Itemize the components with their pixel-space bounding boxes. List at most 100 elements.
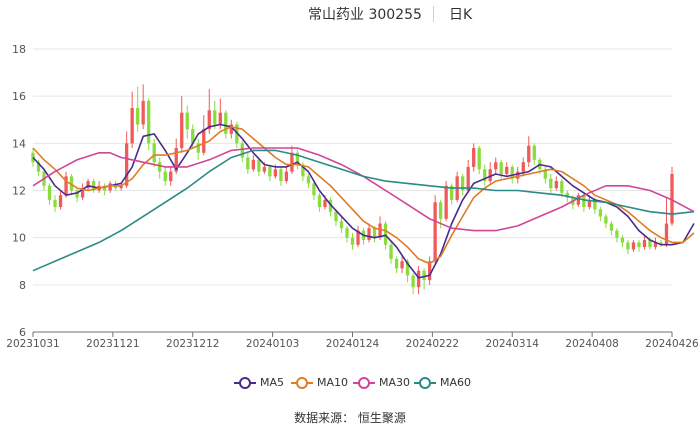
candle-body — [565, 192, 569, 198]
candle-body — [477, 148, 481, 170]
x-tick-label: 20240314 — [486, 338, 540, 350]
legend-marker-ma5 — [234, 376, 256, 389]
candle-body — [461, 176, 465, 191]
candle-body — [637, 242, 641, 248]
candle — [180, 96, 184, 153]
candle-body — [218, 112, 222, 125]
x-tick-label: 20231031 — [6, 338, 59, 350]
candle — [53, 195, 57, 212]
candle-body — [257, 159, 261, 172]
legend-item-ma60[interactable]: MA60 — [414, 376, 471, 389]
candle — [284, 166, 289, 184]
candle-body — [295, 152, 300, 165]
candle — [532, 143, 536, 165]
candle — [108, 181, 112, 193]
y-tick-label: 12 — [12, 185, 26, 198]
candle-body — [609, 223, 614, 231]
candle-body — [350, 237, 355, 245]
candle-body — [554, 181, 558, 189]
candle — [339, 216, 344, 233]
candle-body — [124, 143, 129, 186]
candle — [334, 209, 338, 226]
candle — [119, 183, 123, 191]
candle-body — [224, 112, 228, 134]
candle-body — [450, 185, 454, 200]
candle — [268, 164, 272, 182]
candle-body — [268, 166, 272, 177]
candle — [235, 122, 239, 149]
candle — [609, 221, 614, 236]
legend-item-ma10[interactable]: MA10 — [291, 376, 348, 389]
candle-body — [483, 169, 487, 182]
candle — [483, 164, 487, 186]
candle — [587, 195, 592, 210]
candle — [361, 228, 366, 245]
candle-body — [587, 199, 592, 208]
candle-body — [317, 195, 322, 208]
candle-body — [174, 148, 178, 172]
x-tick-label: 20240103 — [246, 338, 299, 350]
candle — [527, 136, 531, 167]
candle-body — [345, 228, 349, 238]
candle — [626, 240, 630, 255]
candle — [136, 86, 140, 132]
candle-body — [235, 124, 239, 144]
candle — [240, 140, 244, 163]
candle — [152, 138, 156, 167]
candle-body — [163, 171, 167, 182]
line-ma60 — [32, 149, 695, 272]
candle-body — [312, 183, 316, 196]
candle-body — [86, 181, 90, 189]
candle — [400, 256, 404, 274]
candle-body — [411, 275, 415, 288]
candle-body — [549, 178, 553, 189]
period-label: 日K — [449, 7, 473, 23]
candle-body — [505, 166, 509, 174]
y-tick-label: 14 — [12, 137, 26, 150]
candle-body — [141, 100, 145, 125]
candle — [97, 181, 101, 193]
candle — [224, 110, 228, 139]
candle-body — [180, 112, 184, 149]
candle — [246, 152, 250, 174]
candle — [86, 178, 90, 191]
candle — [598, 207, 603, 222]
line-ma5 — [32, 123, 695, 279]
candle-body — [560, 181, 564, 193]
legend-item-ma5[interactable]: MA5 — [234, 376, 284, 389]
candle — [345, 225, 349, 243]
candle — [394, 256, 399, 274]
candle — [312, 181, 316, 200]
candle — [196, 138, 200, 160]
chart-header: 常山药业 300255 日K — [0, 4, 700, 26]
candle — [75, 188, 79, 203]
candle — [64, 171, 68, 198]
line-ma10 — [32, 126, 695, 265]
candle-body — [246, 157, 250, 170]
candle — [477, 145, 481, 174]
candle-body — [185, 112, 189, 130]
legend-item-ma30[interactable]: MA30 — [353, 376, 410, 389]
candle-body — [488, 169, 492, 182]
candle-body — [356, 230, 360, 245]
candle-body — [284, 171, 289, 182]
candle — [141, 84, 145, 130]
candle-body — [262, 166, 267, 172]
candle-body — [444, 185, 448, 219]
candle-body — [290, 152, 294, 172]
legend-label-ma5: MA5 — [260, 376, 285, 389]
candle — [411, 273, 415, 295]
y-tick-label: 8 — [19, 279, 26, 292]
x-axis: 20231031 20231121 20231212 20240103 20240124… — [6, 331, 699, 350]
candle-body — [169, 171, 173, 182]
candle — [317, 192, 322, 212]
candle — [670, 166, 674, 226]
y-tick-label: 18 — [12, 43, 26, 56]
candle-body — [229, 124, 233, 134]
candle — [549, 173, 553, 193]
candle-body — [642, 240, 647, 248]
candle-body — [301, 164, 305, 177]
candle-body — [582, 195, 586, 208]
candle-body — [400, 261, 404, 269]
candle — [576, 192, 581, 208]
